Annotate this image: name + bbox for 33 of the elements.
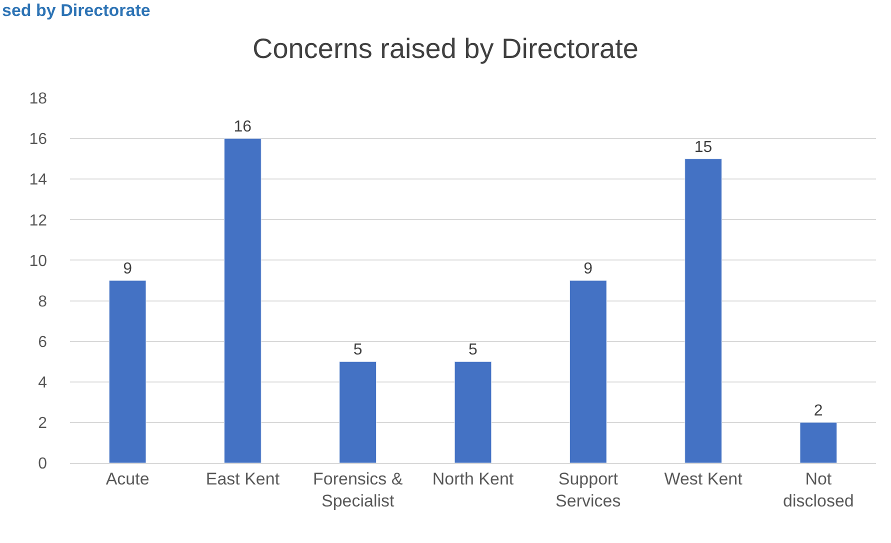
- bar: [454, 361, 492, 463]
- y-tick-label: 14: [29, 172, 48, 189]
- data-label: 2: [814, 402, 823, 420]
- bar: [800, 422, 838, 463]
- x-tick-label: Support Services: [556, 469, 621, 510]
- x-tick-label: East Kent: [206, 469, 280, 488]
- y-tick-label: 10: [29, 252, 48, 270]
- bar: [569, 280, 607, 463]
- data-label: 9: [123, 260, 132, 278]
- x-tick-label: Not disclosed: [782, 469, 854, 510]
- bar: [684, 158, 722, 463]
- y-tick-label: 16: [29, 131, 48, 148]
- chart-title: Concerns raised by Directorate: [252, 32, 638, 64]
- x-tick-label: North Kent: [432, 469, 514, 488]
- y-tick-label: 4: [38, 374, 48, 392]
- y-tick-label: 0: [38, 456, 48, 473]
- data-label: 5: [468, 342, 478, 359]
- data-label: 16: [234, 118, 252, 136]
- y-tick-label: 2: [38, 415, 48, 432]
- x-tick-label: West Kent: [664, 469, 743, 488]
- bar: [108, 280, 146, 463]
- bar: [224, 138, 262, 463]
- text: sed by Directorate: [2, 1, 150, 20]
- data-label: 9: [584, 260, 593, 278]
- y-tick-label: 6: [38, 334, 48, 351]
- y-tick-label: 12: [29, 212, 48, 230]
- x-tick-label: Acute: [106, 469, 150, 488]
- y-tick-label: 8: [38, 293, 48, 310]
- y-tick-label: 18: [29, 90, 48, 108]
- x-tick-label: Forensics & Specialist: [312, 469, 404, 510]
- data-label: 5: [353, 342, 362, 359]
- data-label: 15: [694, 138, 712, 156]
- bar: [339, 361, 377, 463]
